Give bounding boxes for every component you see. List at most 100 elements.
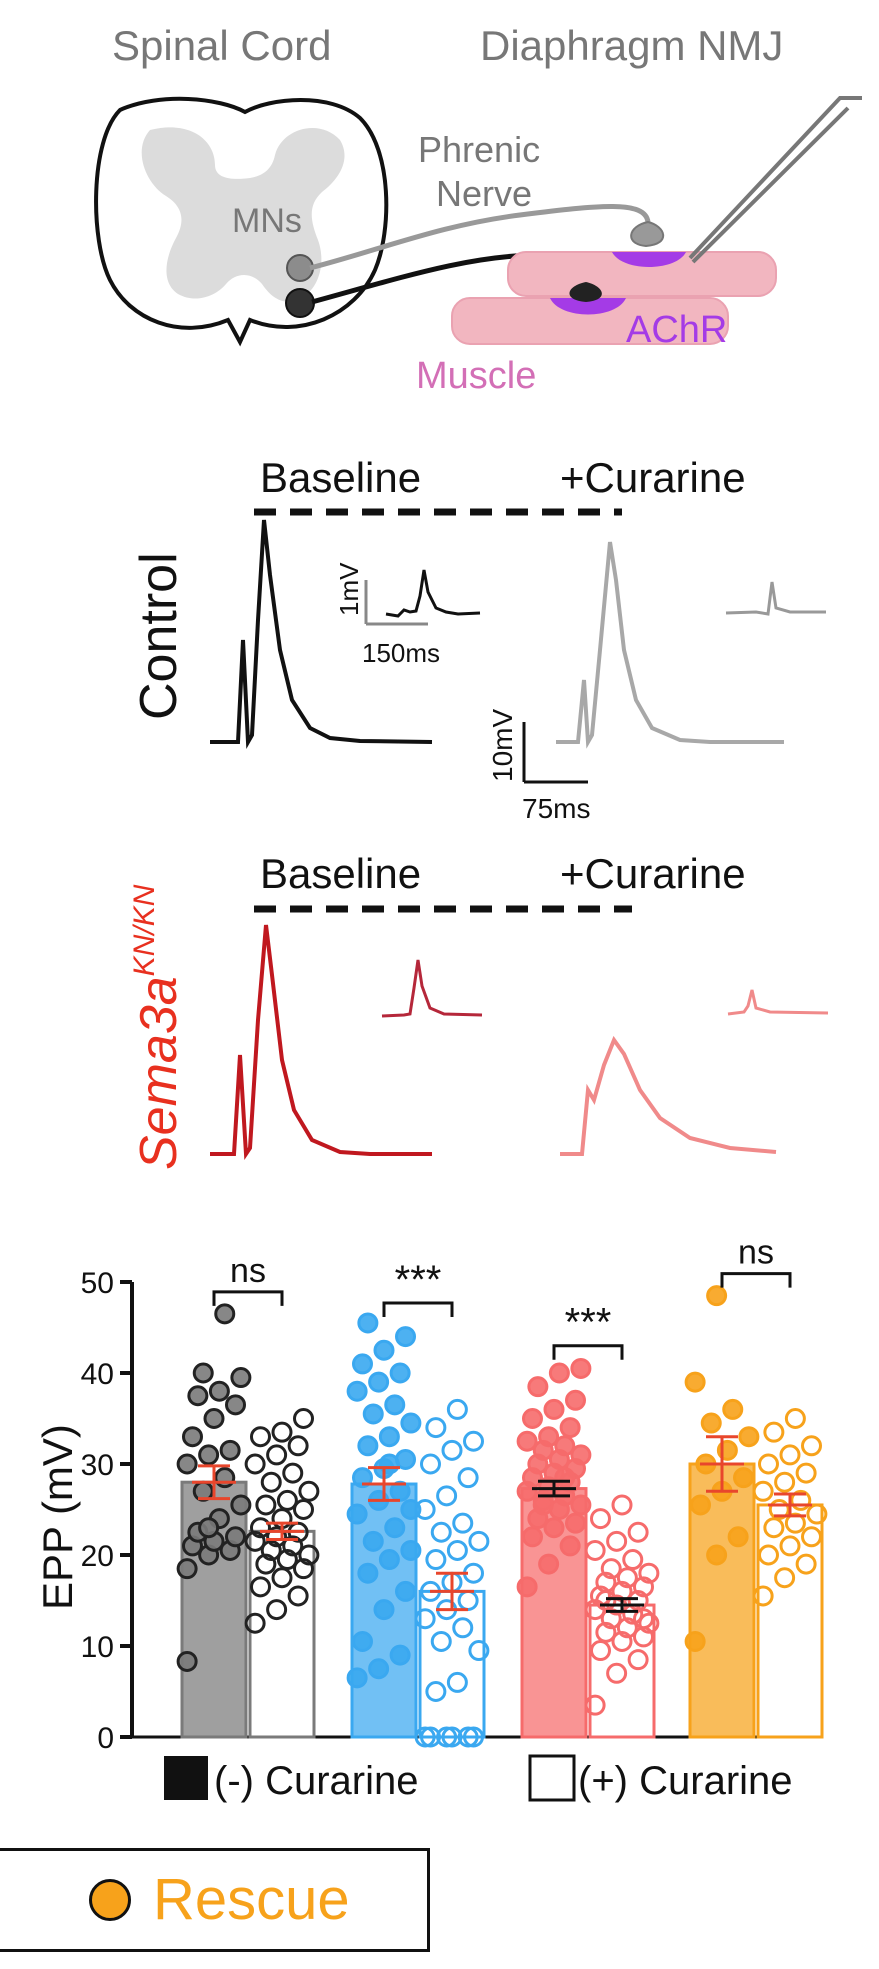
- data-point: [414, 1608, 436, 1630]
- data-point: [584, 1539, 606, 1561]
- trace-mutant-baseline-inset: [381, 959, 483, 1018]
- data-point: [538, 1553, 560, 1575]
- data-point: [527, 1376, 549, 1398]
- data-point: [214, 1303, 236, 1325]
- data-point: [276, 1489, 298, 1511]
- data-point: [457, 1467, 479, 1489]
- rescue-legend-label: Rescue: [153, 1867, 350, 1932]
- data-point: [638, 1562, 660, 1584]
- data-point: [357, 1312, 379, 1334]
- data-point: [516, 1430, 538, 1452]
- mutant-row-label: Sema3aKN/KN: [128, 884, 188, 1170]
- data-point: [271, 1421, 293, 1443]
- data-point: [779, 1535, 801, 1557]
- data-point: [638, 1612, 660, 1634]
- data-point: [187, 1385, 209, 1407]
- motor-neuron-black: [285, 288, 315, 318]
- data-point: [570, 1494, 592, 1516]
- data-point: [282, 1535, 304, 1557]
- data-point: [244, 1453, 266, 1475]
- data-point: [351, 1630, 373, 1652]
- data-point: [441, 1439, 463, 1461]
- data-point: [244, 1612, 266, 1634]
- data-point: [357, 1562, 379, 1584]
- y-axis: 0 10 20 30 40 50: [81, 1267, 800, 1755]
- traces-panel: Baseline +Curarine Control 1mV 150ms 10m…: [128, 454, 829, 1170]
- data-point: [446, 1539, 468, 1561]
- data-point: [225, 1394, 247, 1416]
- data-point: [633, 1576, 655, 1598]
- data-point: [368, 1371, 390, 1393]
- data-point: [565, 1512, 587, 1534]
- data-point: [606, 1662, 628, 1684]
- data-point: [538, 1426, 560, 1448]
- achr-top: [612, 252, 686, 267]
- data-point: [378, 1426, 400, 1448]
- legend-swatch-filled: [164, 1756, 208, 1800]
- data-point: [400, 1412, 422, 1434]
- y-tick-label: 40: [81, 1358, 114, 1391]
- rescue-legend-dot: [89, 1879, 131, 1921]
- significance-brackets: ns *** *** ns: [212, 1234, 792, 1360]
- data-point: [779, 1444, 801, 1466]
- y-axis-label: EPP (mV): [34, 1424, 81, 1610]
- data-point: [271, 1567, 293, 1589]
- data-point: [351, 1467, 373, 1489]
- data-point: [600, 1558, 622, 1580]
- data-points: [176, 1285, 828, 1748]
- data-point: [425, 1681, 447, 1702]
- trace-control-curarine: [556, 541, 784, 749]
- mutant-label-main: Sema3a: [130, 976, 188, 1170]
- data-point: [181, 1426, 203, 1448]
- trace-mutant-curarine-inset: [727, 989, 829, 1016]
- data-point: [266, 1444, 288, 1466]
- data-point: [425, 1549, 447, 1571]
- data-point: [463, 1430, 485, 1452]
- data-point: [414, 1499, 436, 1520]
- trace-control-baseline: [210, 519, 433, 749]
- data-point: [362, 1403, 384, 1425]
- data-point: [516, 1576, 538, 1598]
- data-point: [249, 1576, 271, 1598]
- nerve-label-2: Nerve: [436, 173, 532, 214]
- data-point: [606, 1530, 628, 1552]
- data-point: [176, 1650, 198, 1672]
- data-point: [595, 1621, 617, 1643]
- data-point: [706, 1285, 728, 1307]
- data-point: [457, 1590, 479, 1611]
- data-point: [543, 1398, 565, 1420]
- data-point: [378, 1549, 400, 1571]
- trace-mutant-baseline: [210, 924, 432, 1161]
- data-point: [801, 1435, 823, 1457]
- data-point: [198, 1444, 220, 1466]
- data-point: [616, 1567, 638, 1589]
- legend-swatch-open: [528, 1754, 576, 1802]
- data-point: [521, 1408, 543, 1429]
- significance-label: ***: [565, 1301, 612, 1345]
- data-point: [346, 1380, 368, 1402]
- inset-scale-x-label: 150ms: [362, 638, 440, 668]
- data-point: [373, 1599, 395, 1621]
- nerve-label-1: Phrenic: [418, 129, 540, 170]
- data-point: [570, 1444, 592, 1466]
- data-point: [419, 1726, 441, 1748]
- data-point: [622, 1549, 644, 1571]
- y-tick-label: 50: [81, 1267, 114, 1300]
- data-point: [373, 1339, 395, 1361]
- data-point: [532, 1494, 554, 1516]
- data-point: [689, 1494, 711, 1516]
- legend-label-minus: (-) Curarine: [214, 1759, 418, 1803]
- data-point: [176, 1453, 198, 1475]
- data-point: [559, 1417, 581, 1439]
- data-point: [452, 1512, 474, 1534]
- terminal-gray: [630, 220, 665, 248]
- data-point: [293, 1408, 315, 1429]
- data-point: [806, 1503, 828, 1525]
- data-point: [727, 1526, 749, 1548]
- data-point: [627, 1521, 649, 1543]
- data-point: [287, 1585, 309, 1607]
- data-point: [255, 1494, 277, 1516]
- electrode: [688, 96, 862, 264]
- data-point: [463, 1726, 485, 1748]
- data-point: [395, 1326, 417, 1348]
